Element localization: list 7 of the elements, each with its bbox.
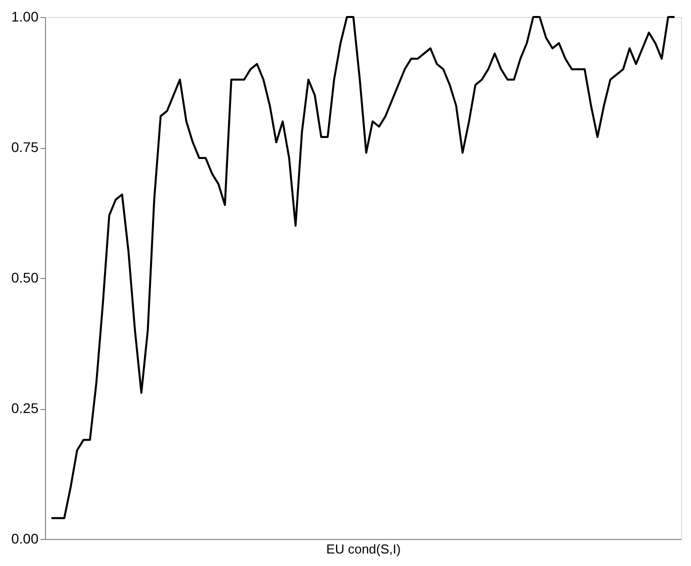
x-axis-title: EU cond(S,I) [326,542,401,556]
y-tick-label: 0.25 [11,400,39,416]
y-tick-label: 0.00 [11,530,39,546]
y-tick-label: 0.50 [11,270,39,286]
y-tick-label: 1.00 [11,8,39,24]
line-series [50,16,676,520]
y-tick-label: 0.75 [11,139,39,155]
